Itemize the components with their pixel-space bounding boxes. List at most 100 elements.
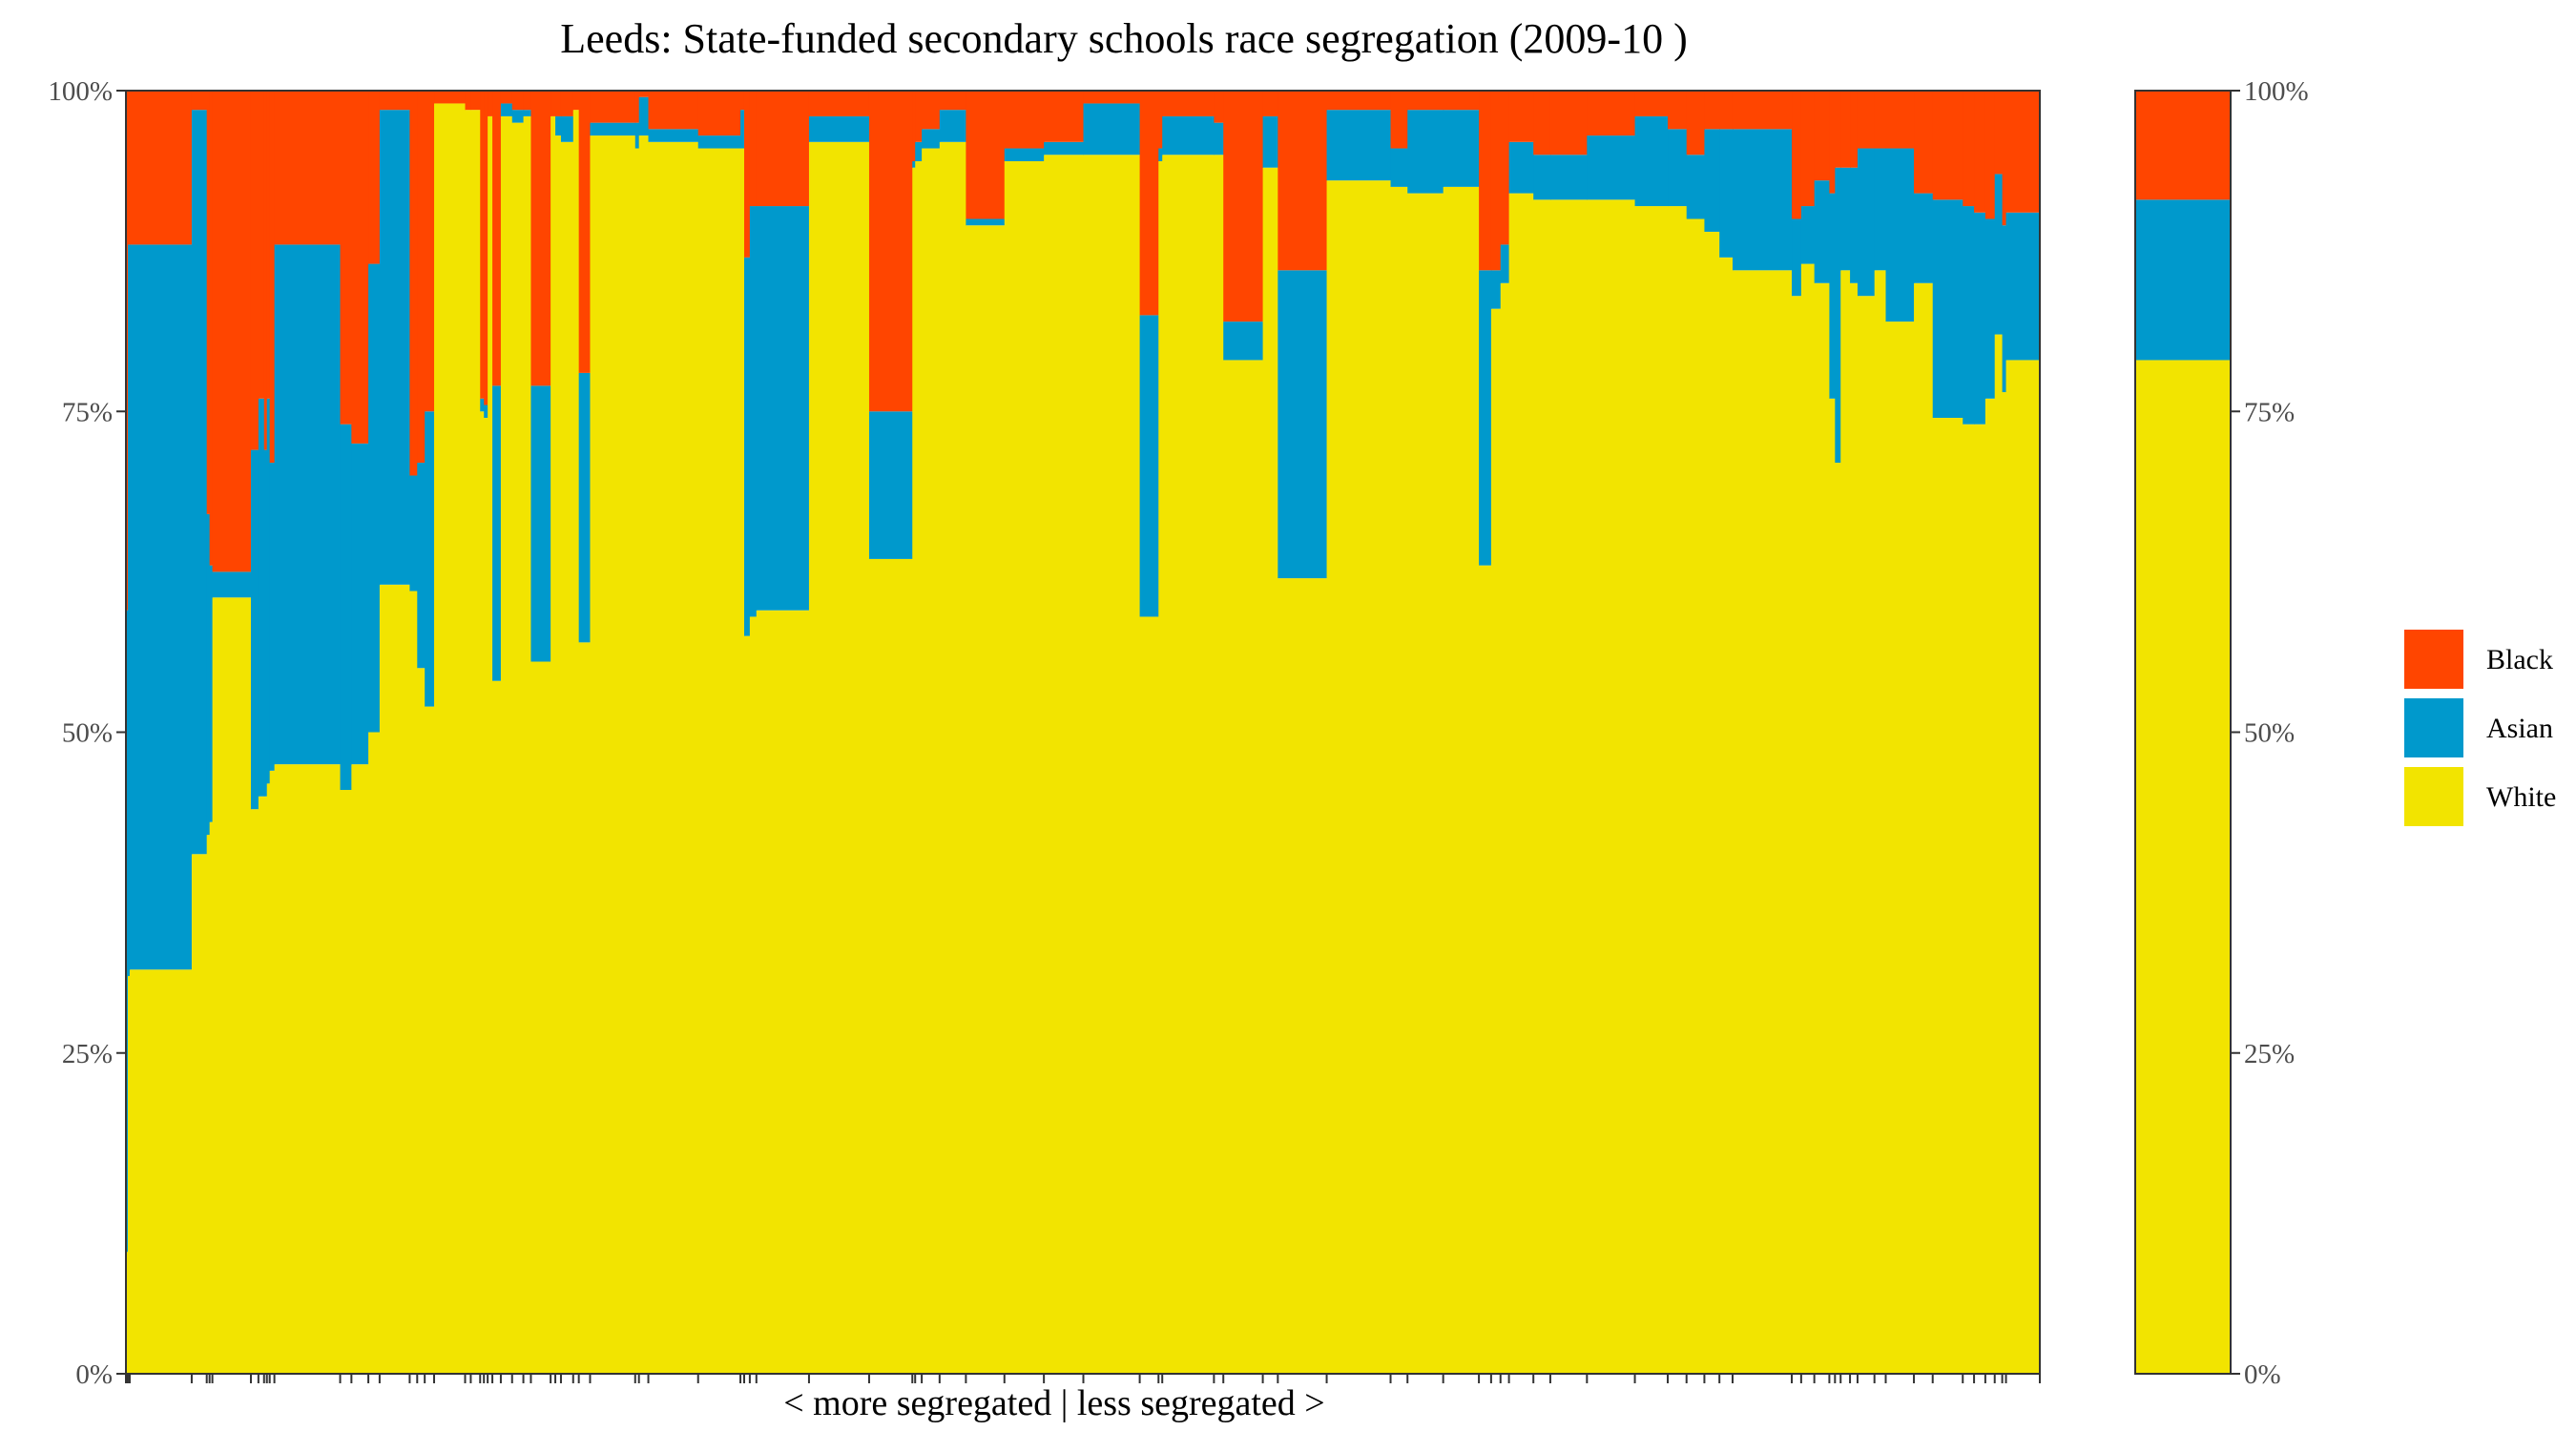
bar-segment-white-school-34 <box>560 141 574 1374</box>
bar-segment-asian-school-74 <box>1634 115 1669 207</box>
bar-segment-black-school-56 <box>1139 91 1159 316</box>
bar-segment-asian-school-40 <box>648 129 699 142</box>
bar-segment-black-school-64 <box>1390 91 1408 149</box>
bar-segment-asian-school-33 <box>555 115 562 136</box>
bar-segment-white-school-26 <box>488 115 493 1374</box>
bar-segment-black-school-83 <box>1829 91 1836 194</box>
bar-segment-asian-school-58 <box>1162 115 1215 156</box>
bar-segment-black-school-76 <box>1686 91 1706 156</box>
bar-segment-asian-school-80 <box>1792 218 1802 297</box>
bar-segment-black-school-3 <box>129 91 193 245</box>
bar-segment-white-school-70 <box>1508 193 1534 1375</box>
bar-segment-white-school-18 <box>409 591 418 1374</box>
bar-segment-asian-school-29 <box>511 110 525 123</box>
bar-segment-black-school-1 <box>126 91 129 611</box>
bar-segment-black-school-28 <box>500 91 513 104</box>
bar-segment-white-school-63 <box>1326 180 1392 1374</box>
bar-segment-white-school-78 <box>1719 257 1734 1375</box>
bar-segment-white-school-33 <box>555 135 562 1375</box>
bar-segment-asian-school-63 <box>1326 110 1392 181</box>
bar-segment-black-school-73 <box>1587 91 1636 136</box>
y-tick-label-left-25: 25% <box>62 1039 113 1069</box>
bar-segment-white-school-44 <box>749 616 758 1374</box>
bar-segment-asian-school-19 <box>417 463 426 669</box>
bar-segment-white-school-23 <box>470 110 481 1374</box>
bar-segment-asian-school-65 <box>1407 110 1444 194</box>
bar-segment-black-school-86 <box>1850 91 1859 168</box>
bar-segment-asian-school-34 <box>560 115 574 142</box>
bar-segment-white-school-20 <box>425 706 435 1374</box>
bar-segment-white-school-45 <box>756 610 810 1374</box>
bar-segment-black-school-2 <box>127 91 131 245</box>
bar-segment-asian-school-89 <box>1885 148 1915 322</box>
bar-segment-white-school-87 <box>1857 296 1876 1375</box>
bar-segment-white-school-75 <box>1668 206 1688 1374</box>
bar-segment-white-school-94 <box>1984 398 1996 1374</box>
bar-segment-black-school-59 <box>1214 91 1224 123</box>
y-tick-label-right-0: 0% <box>2244 1359 2281 1390</box>
bar-segment-asian-school-77 <box>1704 129 1720 232</box>
bar-segment-white-school-1 <box>126 1252 129 1374</box>
chart-title: Leeds: State-funded secondary schools ra… <box>560 15 1687 62</box>
bar-segment-white-school-91 <box>1932 417 1963 1375</box>
bar-segment-black-school-21 <box>434 91 467 104</box>
bar-segment-black-school-78 <box>1719 91 1734 130</box>
bar-segment-black-school-82 <box>1814 91 1831 181</box>
bar-segment-asian-school-28 <box>500 103 513 116</box>
bar-segment-asian-school-83 <box>1829 193 1836 399</box>
bar-segment-asian-school-43 <box>743 257 751 636</box>
bar-segment-black-school-10 <box>263 91 268 450</box>
bar-segment-asian-school-11 <box>266 398 271 784</box>
bar-segment-black-school-13 <box>274 91 342 245</box>
bar-segment-white-school-14 <box>340 790 352 1374</box>
bar-segment-black-school-44 <box>749 91 758 207</box>
bar-segment-black-school-5 <box>206 91 211 514</box>
bar-segment-asian-school-24 <box>480 398 485 412</box>
bar-segment-white-school-10 <box>263 796 268 1374</box>
bar-segment-black-school-71 <box>1533 91 1551 156</box>
bar-segment-white-school-62 <box>1278 578 1328 1374</box>
bar-segment-white-school-25 <box>484 417 488 1375</box>
bar-segment-black-school-19 <box>417 91 426 464</box>
bar-segment-white-school-29 <box>511 122 525 1375</box>
bar-segment-asian-school-75 <box>1668 129 1688 207</box>
y-tick-label-right-75: 75% <box>2244 397 2295 427</box>
bar-segment-black-school-12 <box>269 91 276 464</box>
bar-segment-white-school-46 <box>808 141 870 1374</box>
bar-segment-white-school-9 <box>258 796 265 1374</box>
bar-segment-white-school-35 <box>572 110 580 1374</box>
bar-segment-black-school-43 <box>743 91 751 258</box>
bar-segment-black-school-48 <box>912 91 916 161</box>
bar-segment-black-school-60 <box>1223 91 1264 322</box>
bar-segment-black-school-51 <box>939 91 966 111</box>
bar-segment-white-school-89 <box>1885 321 1915 1375</box>
bar-segment-white-school-52 <box>966 225 1006 1375</box>
legend: Black Asian White <box>2404 630 2556 826</box>
bar-segment-black-school-26 <box>488 91 493 116</box>
bar-segment-black-school-67 <box>1479 91 1492 271</box>
bar-segment-black-school-92 <box>1963 91 1975 207</box>
bar-segment-black-school-37 <box>590 91 636 123</box>
bar-segment-black-school-40 <box>648 91 699 130</box>
bar-segment-black-school-66 <box>1443 91 1480 111</box>
bar-segment-asian-school-18 <box>409 475 418 591</box>
bar-segment-black-school-42 <box>740 91 745 111</box>
y-tick-label-left-0: 0% <box>75 1359 113 1390</box>
bar-segment-white-school-6 <box>209 821 214 1374</box>
bar-segment-asian-school-46 <box>808 115 870 142</box>
bar-segment-white-school-74 <box>1634 206 1669 1374</box>
bar-segment-white-school-92 <box>1963 424 1975 1374</box>
bar-segment-black-school-46 <box>808 91 870 116</box>
bar-segment-white-school-15 <box>351 764 369 1375</box>
bar-segment-black-school-45 <box>756 91 810 207</box>
bar-segment-asian-school-96 <box>2002 225 2007 393</box>
y-tick-label-left-100: 100% <box>48 76 113 107</box>
y-tick-label-right-50: 50% <box>2244 718 2295 749</box>
bar-segment-white-school-47 <box>868 558 913 1374</box>
bar-segment-white-school-30 <box>523 115 532 1374</box>
bar-segment-white-school-17 <box>379 584 410 1374</box>
bar-segment-black-school-91 <box>1932 91 1963 200</box>
bar-segment-black-school-27 <box>492 91 502 386</box>
bar-segment-asian-school-10 <box>263 449 268 797</box>
bar-segment-asian-school-82 <box>1814 180 1831 283</box>
